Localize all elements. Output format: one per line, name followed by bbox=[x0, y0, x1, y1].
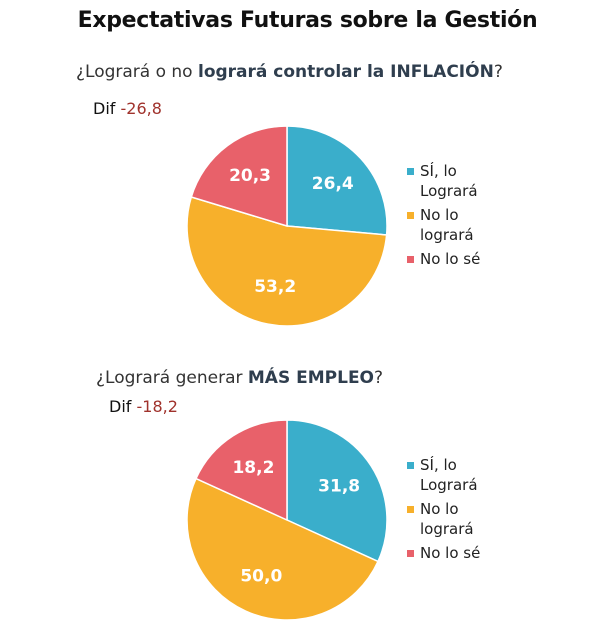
pie-slice-no-lo-se bbox=[190, 125, 288, 228]
question-mark: ? bbox=[374, 368, 384, 388]
legend-swatch bbox=[407, 256, 414, 263]
legend-item-no-lo-lograra: No lo logrará bbox=[407, 205, 515, 245]
difference-inflation: Dif -26,8 bbox=[93, 99, 162, 118]
legend-item-si-lo-lograra: SÍ, lo Logrará bbox=[407, 161, 515, 201]
legend-item-no-lo-se: No lo sé bbox=[407, 543, 515, 563]
dif-label: Dif bbox=[93, 99, 116, 118]
pie-slice-si-lo-lograra bbox=[286, 419, 388, 563]
slice-value-label: 50,0 bbox=[240, 566, 282, 586]
question-inflation: ¿Logrará o no logrará controlar la INFLA… bbox=[76, 62, 503, 82]
dif-label: Dif bbox=[109, 397, 132, 416]
pie-slice-si-lo-lograra bbox=[286, 125, 388, 236]
question-emphasis: MÁS EMPLEO bbox=[247, 368, 375, 388]
legend-swatch bbox=[407, 550, 414, 557]
legend-label: SÍ, lo bbox=[420, 456, 457, 474]
legend-swatch bbox=[407, 168, 414, 175]
slice-value-label: 18,2 bbox=[232, 458, 274, 478]
slice-value-label: 26,4 bbox=[312, 174, 354, 194]
question-text: ¿Logrará generar bbox=[96, 368, 248, 388]
dif-value: -26,8 bbox=[120, 99, 162, 118]
legend-label: No lo sé bbox=[420, 250, 481, 268]
pie-chart-inflation: 26,4 53,2 20,3 bbox=[186, 125, 388, 327]
difference-employment: Dif -18,2 bbox=[109, 397, 178, 416]
legend-swatch bbox=[407, 506, 414, 513]
slice-value-label: 20,3 bbox=[229, 166, 271, 186]
legend-label: logrará bbox=[420, 226, 474, 244]
legend-label: No lo bbox=[420, 500, 459, 518]
pie-slice-no-lo-lograra bbox=[186, 196, 388, 327]
legend-item-no-lo-lograra: No lo logrará bbox=[407, 499, 515, 539]
legend-inflation: SÍ, lo Logrará No lo logrará No lo sé bbox=[407, 161, 515, 273]
legend-employment: SÍ, lo Logrará No lo logrará No lo sé bbox=[407, 455, 515, 567]
legend-label: logrará bbox=[420, 520, 474, 538]
question-mark: ? bbox=[493, 62, 503, 82]
legend-label: SÍ, lo bbox=[420, 162, 457, 180]
question-employment: ¿Logrará generar MÁS EMPLEO? bbox=[96, 368, 383, 388]
dif-value: -18,2 bbox=[136, 397, 178, 416]
pie-slice-no-lo-se bbox=[194, 419, 288, 522]
legend-item-si-lo-lograra: SÍ, lo Logrará bbox=[407, 455, 515, 495]
pie-chart-employment: 31,8 50,0 18,2 bbox=[186, 419, 388, 621]
legend-swatch bbox=[407, 212, 414, 219]
question-emphasis: logrará controlar la INFLACIÓN bbox=[198, 62, 494, 82]
legend-label: Logrará bbox=[420, 476, 478, 494]
slice-value-label: 31,8 bbox=[318, 476, 360, 496]
legend-label: No lo bbox=[420, 206, 459, 224]
pie-slice-no-lo-lograra bbox=[186, 477, 380, 621]
legend-item-no-lo-se: No lo sé bbox=[407, 249, 515, 269]
legend-label: Logrará bbox=[420, 182, 478, 200]
page-title: Expectativas Futuras sobre la Gestión bbox=[77, 8, 538, 33]
legend-label: No lo sé bbox=[420, 544, 481, 562]
question-text: ¿Logrará o no bbox=[76, 62, 198, 82]
slice-value-label: 53,2 bbox=[254, 277, 296, 297]
legend-swatch bbox=[407, 462, 414, 469]
